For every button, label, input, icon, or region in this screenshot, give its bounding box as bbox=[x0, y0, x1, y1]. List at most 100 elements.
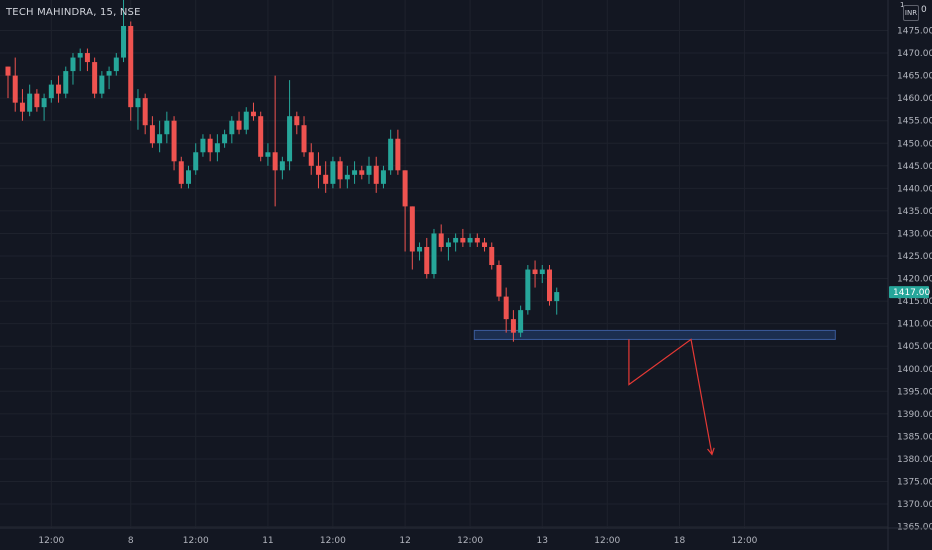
candle-body[interactable] bbox=[467, 237, 473, 243]
candle-body[interactable] bbox=[92, 62, 98, 94]
candle-body[interactable] bbox=[330, 161, 336, 184]
candle-body[interactable] bbox=[510, 319, 516, 333]
candle-body[interactable] bbox=[308, 152, 314, 166]
time-axis[interactable]: 12:00 8 12:00 11 12:00 12 12:00 13 12:00 18 12:00 bbox=[0, 527, 932, 546]
candle-body[interactable] bbox=[337, 161, 343, 180]
candle-body[interactable] bbox=[395, 138, 401, 171]
support-zone[interactable] bbox=[473, 329, 836, 340]
projection-arrow[interactable] bbox=[628, 338, 715, 456]
candle-body[interactable] bbox=[503, 296, 509, 320]
price-tick-label: 1380.00 bbox=[897, 455, 932, 465]
candle-body[interactable] bbox=[287, 116, 293, 162]
support-zone-rect[interactable] bbox=[473, 329, 836, 340]
projection-line[interactable] bbox=[628, 338, 713, 455]
candle-body[interactable] bbox=[186, 170, 191, 184]
candle-body[interactable] bbox=[128, 25, 134, 108]
time-tick-label: 12:00 bbox=[457, 536, 483, 546]
candle-body[interactable] bbox=[207, 138, 213, 153]
candle-body[interactable] bbox=[84, 53, 90, 63]
candle-body[interactable] bbox=[525, 269, 531, 311]
last-price-badge[interactable] bbox=[889, 286, 929, 299]
candle-body[interactable] bbox=[200, 138, 206, 153]
candle-body[interactable] bbox=[236, 120, 242, 130]
candle-body[interactable] bbox=[294, 116, 300, 126]
candle-body[interactable] bbox=[106, 71, 112, 76]
candle-body[interactable] bbox=[222, 134, 228, 144]
candle-body[interactable] bbox=[547, 269, 552, 302]
candle-body[interactable] bbox=[193, 152, 199, 171]
price-tick-label: 1415.00 bbox=[897, 297, 932, 307]
candle-body[interactable] bbox=[554, 292, 560, 302]
candle-body[interactable] bbox=[243, 111, 249, 130]
time-tick-label: 8 bbox=[128, 536, 134, 546]
candle-body[interactable] bbox=[352, 170, 358, 175]
price-tick-label: 1395.00 bbox=[897, 387, 932, 397]
candle-body[interactable] bbox=[409, 206, 415, 252]
candle-body[interactable] bbox=[164, 120, 170, 135]
candle-body[interactable] bbox=[12, 75, 18, 103]
candle-body[interactable] bbox=[380, 170, 386, 184]
currency-mode[interactable]: 0 bbox=[921, 5, 927, 15]
candle-body[interactable] bbox=[539, 269, 545, 275]
price-tick-label: 1410.00 bbox=[897, 320, 932, 330]
candle-body[interactable] bbox=[315, 165, 321, 175]
candle-body[interactable] bbox=[149, 125, 155, 144]
candle-body[interactable] bbox=[359, 170, 365, 175]
candle-body[interactable] bbox=[258, 116, 264, 157]
candle-body[interactable] bbox=[113, 57, 119, 72]
candle-body[interactable] bbox=[279, 161, 285, 171]
candle-body[interactable] bbox=[417, 246, 423, 252]
candle-body[interactable] bbox=[142, 98, 148, 126]
candle-body[interactable] bbox=[402, 170, 408, 207]
candle-body[interactable] bbox=[323, 174, 329, 184]
price-tick-label: 1475.00 bbox=[897, 27, 932, 37]
candle-body[interactable] bbox=[301, 125, 307, 153]
candle-body[interactable] bbox=[424, 246, 430, 275]
candle-body[interactable] bbox=[482, 242, 488, 247]
candle-body[interactable] bbox=[56, 84, 62, 94]
candle-body[interactable] bbox=[171, 120, 177, 162]
candle-body[interactable] bbox=[229, 120, 235, 135]
candle-body[interactable] bbox=[135, 98, 141, 108]
candle-body[interactable] bbox=[214, 143, 220, 153]
candle-body[interactable] bbox=[460, 237, 466, 243]
candle-body[interactable] bbox=[27, 93, 33, 112]
candle-body[interactable] bbox=[5, 66, 11, 76]
candle-body[interactable] bbox=[48, 84, 54, 99]
candle-body[interactable] bbox=[178, 161, 184, 184]
candle-body[interactable] bbox=[99, 75, 105, 94]
time-tick-label: 18 bbox=[674, 536, 686, 546]
candle-body[interactable] bbox=[63, 71, 69, 94]
candle-body[interactable] bbox=[77, 53, 83, 58]
price-tick-label: 1405.00 bbox=[897, 342, 932, 352]
candle-body[interactable] bbox=[453, 237, 459, 243]
candle-body[interactable] bbox=[474, 237, 480, 243]
candle-body[interactable] bbox=[496, 265, 502, 297]
candle-body[interactable] bbox=[19, 102, 25, 112]
price-tick-label: 1420.00 bbox=[897, 275, 932, 285]
grid-lines bbox=[0, 0, 888, 528]
candle-body[interactable] bbox=[250, 111, 256, 117]
candle-body[interactable] bbox=[366, 165, 372, 175]
candle-body[interactable] bbox=[518, 310, 524, 333]
candle-body[interactable] bbox=[41, 98, 47, 108]
candle-body[interactable] bbox=[34, 93, 40, 108]
candle-body[interactable] bbox=[489, 246, 495, 266]
currency-badge[interactable]: INR bbox=[903, 5, 919, 21]
candle-body[interactable] bbox=[70, 57, 76, 72]
symbol-title: TECH MAHINDRA, 15, NSE bbox=[6, 7, 141, 18]
candle-body[interactable] bbox=[157, 134, 163, 144]
candle-body[interactable] bbox=[121, 25, 127, 58]
candle-body[interactable] bbox=[445, 242, 451, 247]
candle-body[interactable] bbox=[388, 138, 394, 171]
candle-body[interactable] bbox=[373, 165, 379, 184]
price-axis[interactable]: 1475.00 1470.00 1465.00 1460.00 1455.00 1450.… bbox=[887, 0, 932, 550]
candle-body[interactable] bbox=[431, 233, 437, 275]
time-tick-label: 11 bbox=[262, 536, 273, 546]
candle-body[interactable] bbox=[532, 269, 538, 275]
candle-body[interactable] bbox=[438, 233, 444, 247]
candle-body[interactable] bbox=[272, 152, 278, 171]
candle-body[interactable] bbox=[344, 174, 350, 180]
candle-body[interactable] bbox=[265, 152, 271, 157]
